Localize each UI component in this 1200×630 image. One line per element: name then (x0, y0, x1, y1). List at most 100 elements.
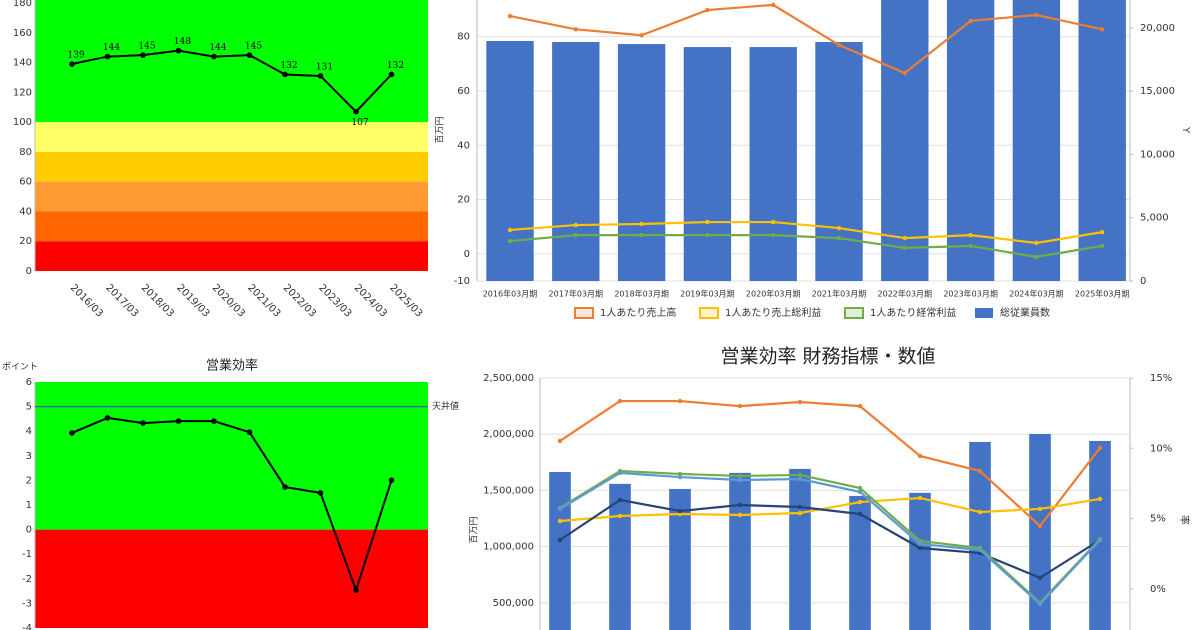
marker (857, 403, 863, 409)
bar (789, 468, 811, 630)
bar (749, 47, 797, 281)
y-axis-label: 百万円 (435, 116, 446, 143)
bar (909, 492, 931, 630)
chart-title: 営業効率 (206, 358, 258, 374)
marker (1034, 240, 1039, 246)
marker (857, 511, 863, 517)
x-tick-label: 2016/03 (68, 282, 105, 319)
y-tick-label: 80 (19, 147, 32, 158)
y-tick-label: 2,000,000 (483, 429, 534, 440)
band (35, 122, 428, 152)
x-tick-label: 2023年03月期 (943, 289, 998, 299)
marker (902, 235, 907, 241)
y2-tick-label: 10,000 (1140, 149, 1175, 160)
marker (104, 53, 111, 60)
marker (282, 71, 288, 78)
marker (573, 222, 578, 228)
y-tick-label: 60 (19, 177, 32, 188)
y-tick-label: 4 (26, 426, 32, 437)
chart: -10 0 20 40 60 80 0 5,000 10,000 15,000 20,000 2016… (435, 0, 1191, 319)
marker (573, 232, 578, 238)
marker (557, 537, 563, 543)
marker (1097, 445, 1103, 451)
line (509, 3, 1103, 75)
y-tick-label: 20 (19, 236, 32, 247)
marker (797, 399, 803, 405)
marker (977, 509, 983, 515)
marker (705, 232, 710, 238)
reference-label: 天井値 (432, 400, 459, 412)
bar (1029, 433, 1051, 630)
band (35, 211, 428, 242)
bar (609, 483, 631, 630)
marker (175, 47, 182, 54)
y2-tick-label: 0 (1140, 276, 1146, 287)
line (559, 471, 1101, 606)
x-tick-label: 2017年03月期 (549, 289, 604, 299)
marker (977, 468, 983, 474)
marker (705, 219, 710, 225)
x-tick-label: 2019/03 (174, 282, 211, 319)
marker (1037, 506, 1043, 512)
marker (1037, 601, 1043, 607)
y-tick-label: 120 (13, 87, 32, 98)
marker (211, 418, 217, 424)
data-label: 139 (67, 51, 84, 61)
marker (317, 73, 324, 79)
marker (902, 70, 907, 76)
marker (140, 420, 146, 426)
data-label: 145 (138, 42, 155, 52)
marker (140, 52, 146, 58)
marker (917, 495, 923, 501)
y-tick-label: -10 (454, 276, 470, 287)
data-label: 144 (209, 43, 226, 53)
y-tick-label: 40 (19, 206, 32, 217)
marker (737, 403, 743, 409)
band (35, 382, 428, 530)
marker (737, 477, 743, 483)
marker (857, 485, 863, 491)
x-tick-label: 2022年03月期 (878, 289, 933, 299)
line (71, 49, 393, 114)
bar (815, 42, 863, 281)
data-label: 145 (245, 42, 262, 52)
data-label: 148 (174, 37, 191, 47)
line (71, 416, 393, 594)
x-tick-label: 2021年03月期 (812, 289, 867, 299)
y-tick-label: -3 (22, 598, 32, 609)
line (509, 220, 1103, 245)
marker (677, 471, 683, 477)
marker (836, 225, 842, 231)
marker (69, 430, 75, 436)
marker (836, 42, 842, 48)
marker (388, 71, 395, 78)
marker (1037, 523, 1043, 529)
marker (1037, 575, 1043, 580)
y-tick-label: 160 (13, 28, 32, 39)
y-tick-label: 1,500,000 (483, 485, 534, 496)
y2-axis-label: Y (1180, 126, 1191, 134)
marker (507, 13, 513, 19)
bar (881, 0, 929, 281)
legend-swatch (844, 307, 864, 319)
band (35, 529, 428, 628)
marker (617, 497, 623, 503)
marker (557, 438, 563, 444)
line (509, 234, 1103, 258)
bar (1078, 0, 1126, 281)
y-tick-label: 6 (26, 377, 32, 388)
y2-tick-label: 15% (1150, 373, 1172, 384)
marker (968, 18, 973, 24)
bar (1089, 440, 1111, 630)
y-tick-label: -2 (22, 574, 32, 585)
marker (507, 238, 513, 244)
marker (639, 33, 644, 38)
marker (617, 398, 623, 404)
marker (246, 52, 253, 58)
marker (1100, 243, 1105, 249)
marker (617, 470, 623, 476)
x-tick-label: 2023/03 (316, 282, 353, 319)
marker (353, 587, 359, 593)
